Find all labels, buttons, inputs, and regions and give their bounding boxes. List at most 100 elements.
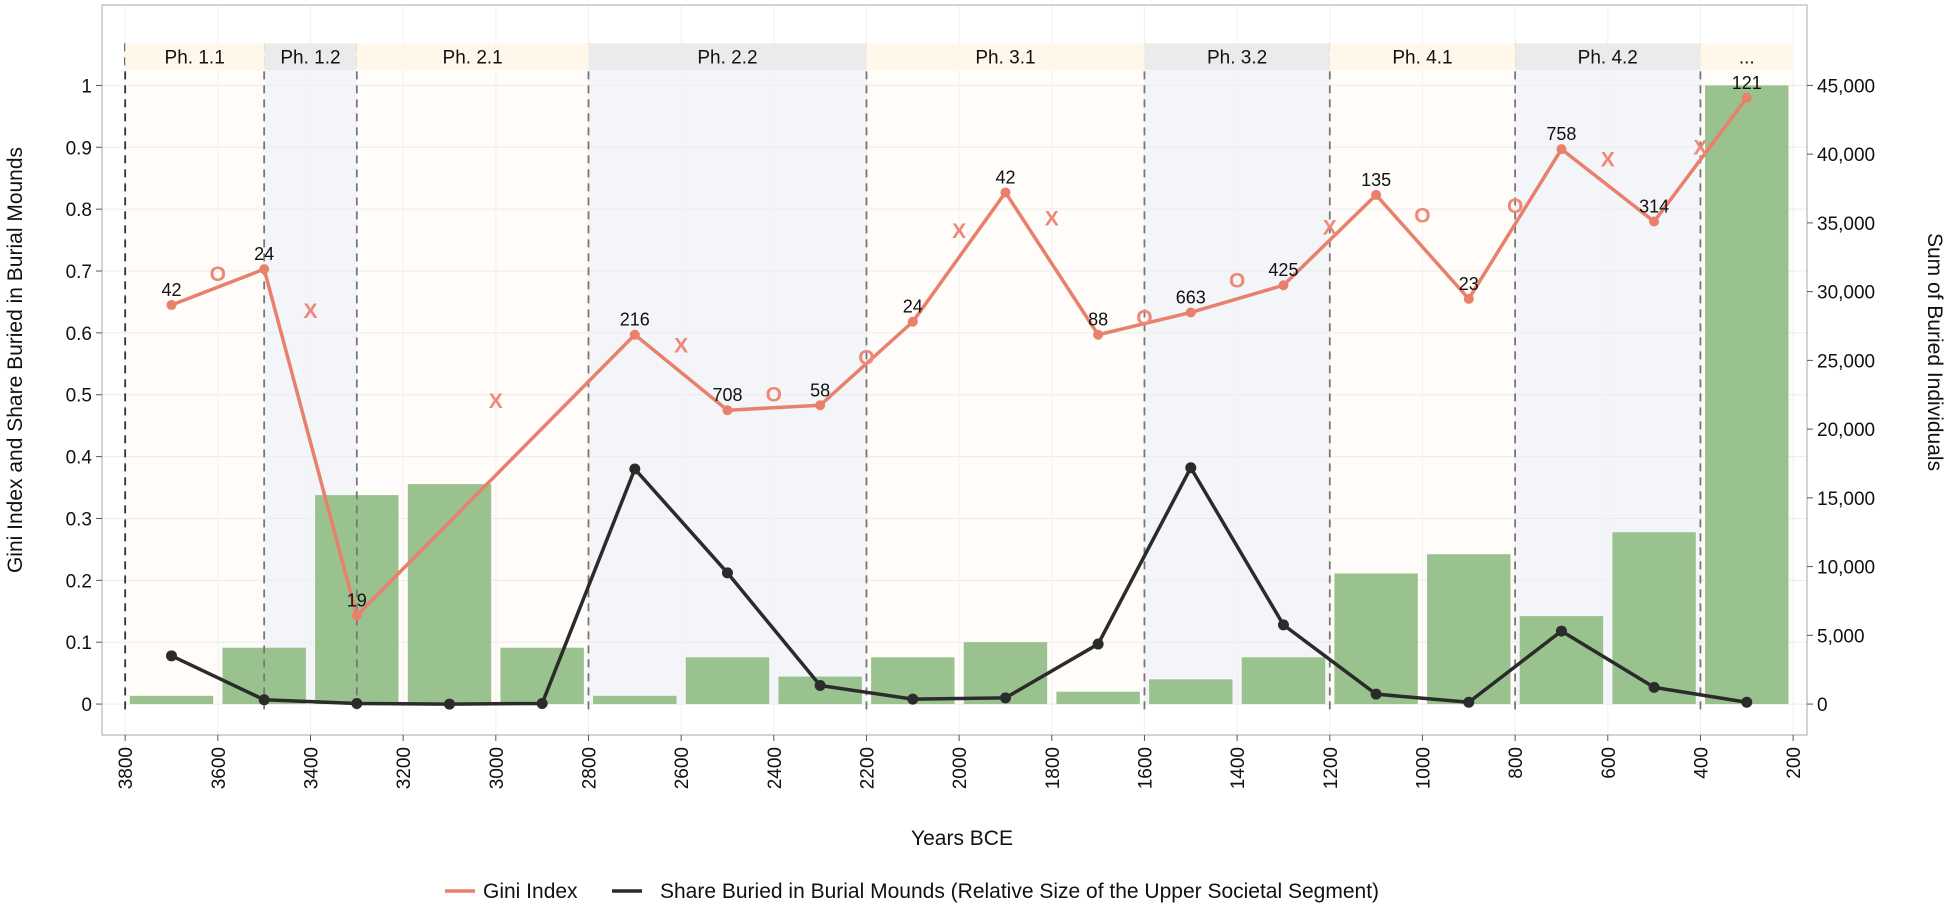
phase-label-4: Ph. 3.1 xyxy=(975,48,1035,69)
gini-point-3300 xyxy=(351,610,362,621)
bar-2900 xyxy=(500,647,584,705)
phase-label-5: Ph. 3.2 xyxy=(1207,48,1267,69)
significance-mark-9: O xyxy=(1229,269,1245,292)
axes: 0 0.1 0.2 0.3 0.4 0.5 0.6 0.7 0.8 0.9 1 0 5,000 10,00… xyxy=(66,76,1876,789)
phase-strip-1 xyxy=(264,43,357,70)
y-left-tick-label-7: 0.7 xyxy=(66,262,92,283)
phase-background-4 xyxy=(866,69,1145,705)
n-label-1900: 42 xyxy=(995,167,1015,187)
x-tick-label-13: 1200 xyxy=(1321,747,1342,789)
significance-mark-11: O xyxy=(1414,204,1430,227)
y-axis-right-title: Sum of Buried Individuals xyxy=(1923,233,1946,471)
gini-point-300 xyxy=(1741,92,1752,103)
n-label-300: 121 xyxy=(1732,73,1762,93)
n-label-900: 23 xyxy=(1459,274,1479,294)
phase-label-2: Ph. 2.1 xyxy=(443,48,503,69)
phase-strip-4 xyxy=(866,43,1145,70)
significance-mark-12: O xyxy=(1507,195,1523,218)
bar-1100 xyxy=(1334,573,1418,705)
bar-300 xyxy=(1705,85,1789,705)
x-tick-label-0: 3800 xyxy=(116,747,137,789)
phase-strip-8 xyxy=(1700,43,1794,70)
gini-point-1300 xyxy=(1278,280,1289,291)
phase-strip-6 xyxy=(1329,43,1516,70)
bar-3300 xyxy=(315,495,399,705)
gini-line xyxy=(170,96,1749,618)
x-tick-label-11: 1600 xyxy=(1135,747,1156,789)
n-label-1500: 663 xyxy=(1176,287,1206,307)
y-right-tick-label-2: 10,000 xyxy=(1817,558,1875,579)
bar-1700 xyxy=(1056,691,1140,705)
y-right-tick-label-7: 35,000 xyxy=(1817,214,1875,235)
gini-point-1900 xyxy=(1000,187,1011,198)
gini-point-3700 xyxy=(166,300,177,311)
significance-mark-3: X xyxy=(674,334,688,357)
phase-strip-2 xyxy=(356,43,589,70)
y-right-tick-label-3: 15,000 xyxy=(1817,489,1875,510)
share-point-3700 xyxy=(165,650,177,662)
share-point-300 xyxy=(1741,696,1753,708)
y-left-tick-label-2: 0.2 xyxy=(66,571,92,592)
y-left-tick-label-1: 0.1 xyxy=(66,633,92,654)
y-right-tick-label-1: 5,000 xyxy=(1817,626,1865,647)
y-left-tick-label-8: 0.8 xyxy=(66,200,92,221)
n-label-1300: 425 xyxy=(1268,260,1298,280)
n-label-3500: 24 xyxy=(254,244,274,264)
y-right-tick-label-0: 0 xyxy=(1817,695,1828,716)
share-point-2500 xyxy=(721,567,733,579)
gini-point-500 xyxy=(1649,216,1660,227)
y-left-tick-label-6: 0.6 xyxy=(66,324,92,345)
x-tick-label-7: 2400 xyxy=(765,747,786,789)
significance-mark-2: X xyxy=(489,390,503,413)
x-tick-label-10: 1800 xyxy=(1043,747,1064,789)
phase-label-7: Ph. 4.2 xyxy=(1578,48,1638,69)
share-point-1300 xyxy=(1277,619,1289,631)
bar-3700 xyxy=(129,695,214,705)
gini-point-2700 xyxy=(629,329,640,340)
gini-point-1700 xyxy=(1093,329,1104,340)
phase-strip-5 xyxy=(1144,43,1330,70)
phase-label-strip: Ph. 1.1 Ph. 1.2 Ph. 2.1 Ph. 2.2 Ph. 3.1 Ph. 3… xyxy=(125,43,1794,70)
plot-panel-border xyxy=(101,4,1808,736)
significance-mark-0: O xyxy=(210,263,226,286)
x-axis-title: Years BCE xyxy=(911,827,1013,850)
gini-point-2100 xyxy=(907,316,918,327)
phase-label-8: ... xyxy=(1739,48,1755,69)
legend-label-gini: Gini Index xyxy=(483,880,578,903)
share-line xyxy=(170,465,1748,706)
legend: Gini Index Share Buried in Burial Mounds… xyxy=(445,880,1379,903)
bar-1500 xyxy=(1149,679,1233,705)
share-point-1500 xyxy=(1185,462,1197,474)
gini-point-700 xyxy=(1556,144,1567,155)
n-label-500: 314 xyxy=(1639,197,1669,217)
x-tick-label-8: 2200 xyxy=(857,747,878,789)
bar-2500 xyxy=(685,657,770,705)
n-label-3300: 19 xyxy=(347,591,367,611)
bar-500 xyxy=(1612,532,1696,705)
y-left-tick-label-4: 0.4 xyxy=(66,448,93,469)
significance-mark-6: X xyxy=(952,220,966,243)
bar-series xyxy=(129,85,1789,705)
x-tick-label-16: 600 xyxy=(1599,747,1620,779)
x-tick-label-4: 3000 xyxy=(487,747,508,789)
phase-strip-3 xyxy=(588,43,867,70)
bar-2700 xyxy=(593,695,677,705)
share-point-3300 xyxy=(351,697,363,709)
n-label-2100: 24 xyxy=(903,297,923,317)
share-point-1100 xyxy=(1370,688,1382,700)
x-tick-label-12: 1400 xyxy=(1228,747,1249,789)
line-series xyxy=(170,96,1749,706)
share-point-3100 xyxy=(443,698,455,710)
significance-mark-5: O xyxy=(858,347,874,370)
significance-mark-4: O xyxy=(766,384,782,407)
x-tick-label-15: 800 xyxy=(1506,747,1527,779)
gini-point-2300 xyxy=(815,400,826,411)
significance-mark-13: X xyxy=(1601,149,1615,172)
phase-strip-7 xyxy=(1515,43,1701,70)
share-point-1900 xyxy=(999,692,1011,704)
x-tick-label-1: 3600 xyxy=(209,747,230,789)
y-axis-left-title: Gini Index and Share Buried in Burial Mo… xyxy=(4,147,27,573)
y-right-tick-label-9: 45,000 xyxy=(1817,76,1875,97)
n-label-2300: 58 xyxy=(810,380,830,400)
